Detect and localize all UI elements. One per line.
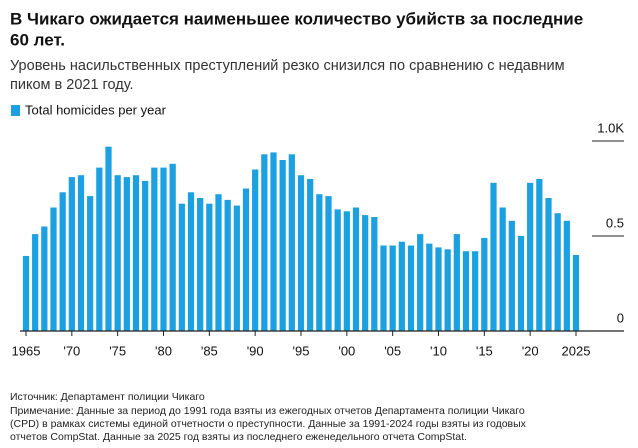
bar	[132, 175, 140, 331]
bar	[41, 226, 48, 331]
bar	[105, 146, 112, 331]
chart-title: В Чикаго ожидается наименьшее количество…	[10, 9, 583, 28]
bar	[50, 207, 57, 331]
bar	[407, 245, 415, 331]
bar	[279, 160, 286, 331]
bar	[389, 245, 396, 331]
bar	[362, 215, 369, 331]
bar	[114, 175, 121, 331]
bar	[187, 192, 195, 331]
x-tick-label: '05	[384, 343, 401, 358]
x-tick-label: '80	[155, 343, 172, 358]
bar	[398, 241, 405, 331]
bar	[334, 209, 341, 331]
bar	[536, 179, 543, 331]
bar	[270, 152, 277, 331]
bar	[224, 199, 231, 331]
bar	[371, 217, 378, 331]
bar	[380, 245, 387, 331]
bar	[206, 203, 213, 331]
chart-title: 60 лет.	[10, 30, 65, 49]
note: Примечание: Данные за период до 1991 год…	[10, 405, 525, 417]
chart-subtitle: Уровень насильственных преступлений резк…	[10, 58, 565, 74]
x-tick-label: '90	[247, 343, 264, 358]
bar	[508, 220, 515, 331]
bar	[545, 198, 552, 331]
bar	[572, 255, 580, 331]
bar	[169, 163, 176, 331]
x-tick-label: '15	[476, 343, 493, 358]
x-tick-label: '00	[338, 343, 355, 358]
bar	[261, 154, 268, 331]
x-tick-label: '85	[201, 343, 218, 358]
bar	[462, 251, 470, 331]
bar	[32, 234, 39, 331]
y-tick-label: 1.0K	[597, 120, 624, 135]
bar	[288, 154, 295, 331]
bar	[316, 194, 323, 331]
note: (CPD) в рамках системы единой отчетности…	[10, 418, 527, 430]
bar	[151, 167, 158, 331]
bar	[554, 213, 561, 331]
bar	[490, 182, 497, 331]
bar	[68, 177, 75, 331]
bar	[417, 234, 424, 331]
x-tick-label: '10	[430, 343, 447, 358]
bar	[453, 234, 460, 331]
bar	[352, 207, 360, 331]
bar	[481, 237, 488, 331]
bar	[197, 198, 204, 331]
x-tick-label: 2025	[562, 343, 591, 358]
bar	[435, 247, 442, 331]
bar	[307, 179, 314, 331]
bar	[343, 211, 350, 331]
bar	[59, 192, 66, 331]
legend-label: Total homicides per year	[25, 102, 167, 117]
bar	[527, 182, 534, 331]
bar	[499, 207, 506, 331]
bar	[563, 220, 570, 331]
y-tick-label: 0	[617, 310, 624, 325]
bar	[178, 203, 185, 331]
bar	[426, 243, 433, 331]
x-tick-label: 1965	[12, 343, 41, 358]
bar	[160, 167, 167, 331]
bar	[215, 194, 222, 331]
bar	[142, 180, 149, 331]
bar	[444, 249, 451, 331]
source: Источник: Департамент полиции Чикаго	[10, 391, 205, 403]
x-tick-label: '95	[293, 343, 310, 358]
legend-swatch	[11, 105, 20, 116]
bar	[87, 196, 94, 331]
note: отчетов CompStat. Данные за 2025 год взя…	[10, 431, 467, 443]
x-tick-label: '70	[63, 343, 80, 358]
y-tick-label: 0.5	[606, 215, 624, 230]
bar	[252, 169, 259, 331]
chart-subtitle: пиком в 2021 году.	[10, 77, 134, 93]
bar	[96, 167, 103, 331]
bar	[242, 188, 250, 331]
x-tick-label: '20	[522, 343, 539, 358]
bar	[22, 255, 30, 331]
bar	[123, 177, 130, 331]
x-tick-label: '75	[109, 343, 126, 358]
bar	[325, 196, 332, 331]
bar	[472, 251, 479, 331]
bar	[77, 175, 85, 331]
bar	[233, 205, 240, 331]
bar	[297, 175, 305, 331]
bar	[517, 236, 525, 331]
